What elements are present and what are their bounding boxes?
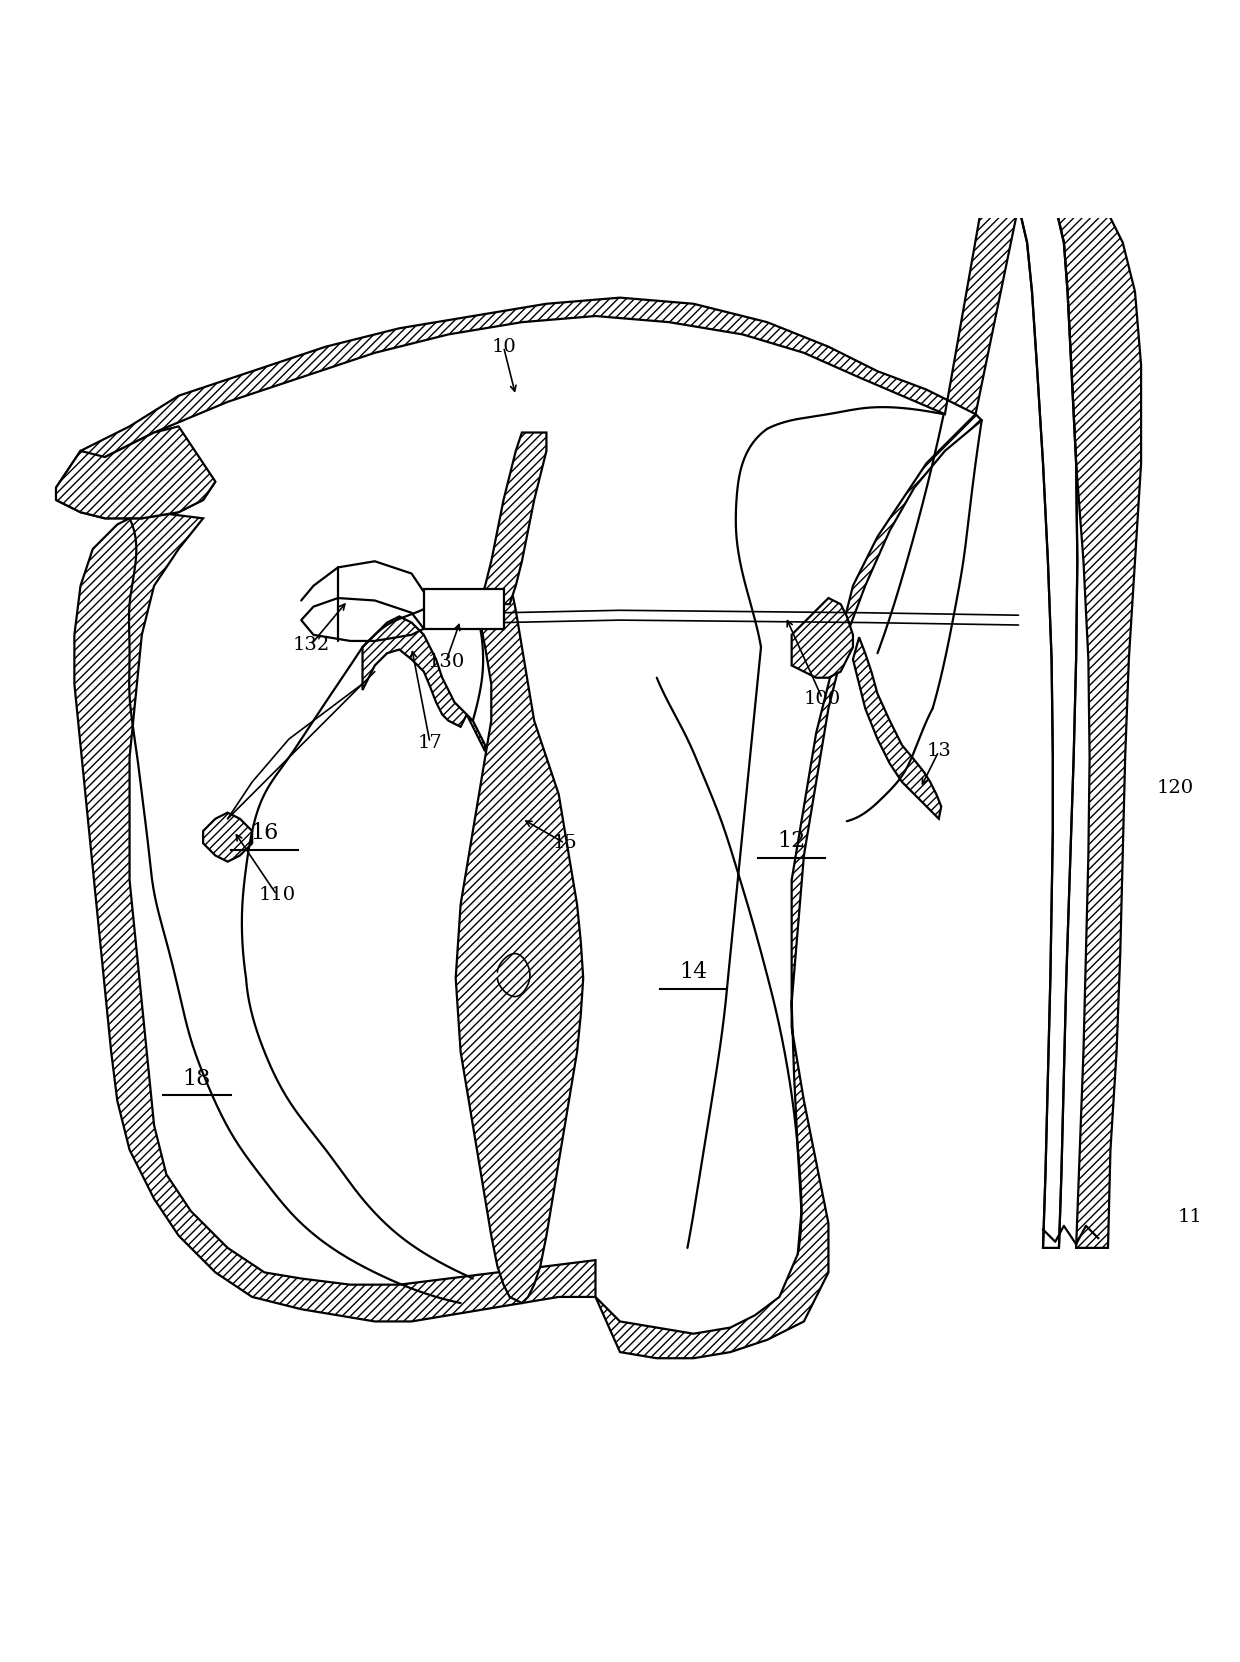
- Text: 11: 11: [1178, 1208, 1203, 1227]
- Text: 10: 10: [491, 337, 516, 356]
- Text: 18: 18: [182, 1067, 211, 1090]
- Polygon shape: [456, 580, 583, 1303]
- Text: 130: 130: [428, 653, 465, 671]
- Text: 110: 110: [258, 886, 295, 904]
- Text: 15: 15: [553, 834, 577, 853]
- Polygon shape: [466, 715, 485, 751]
- Text: 16: 16: [250, 823, 279, 844]
- Polygon shape: [1055, 206, 1141, 1248]
- Polygon shape: [56, 427, 216, 519]
- Text: 14: 14: [680, 961, 708, 982]
- Polygon shape: [1018, 206, 1078, 1248]
- Polygon shape: [203, 813, 252, 861]
- Text: 132: 132: [293, 635, 330, 653]
- Polygon shape: [362, 617, 466, 726]
- Text: 100: 100: [804, 690, 841, 708]
- Polygon shape: [56, 482, 595, 1321]
- Text: 17: 17: [418, 733, 443, 751]
- Text: 12: 12: [777, 829, 806, 853]
- Polygon shape: [853, 637, 941, 819]
- Text: 13: 13: [926, 743, 951, 760]
- Text: 120: 120: [1157, 779, 1194, 798]
- Polygon shape: [791, 598, 853, 678]
- Polygon shape: [595, 414, 982, 1358]
- Polygon shape: [56, 206, 1018, 487]
- Polygon shape: [479, 432, 547, 605]
- Bar: [424, 590, 503, 628]
